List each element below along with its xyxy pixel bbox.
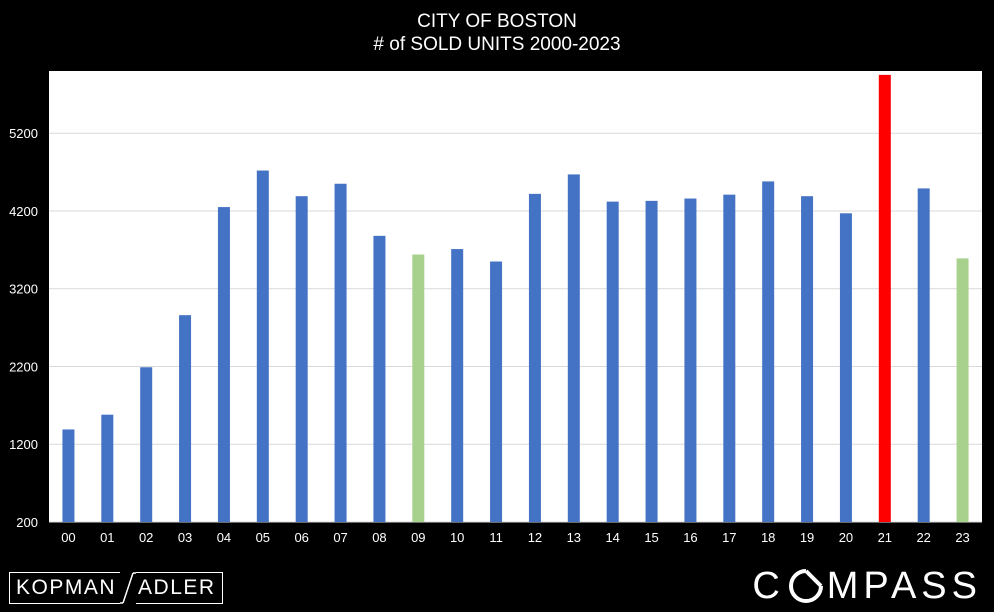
x-tick-label: 02 <box>139 530 153 545</box>
chart-title: CITY OF BOSTON <box>417 11 577 32</box>
x-tick-label: 03 <box>178 530 192 545</box>
x-tick-label: 14 <box>605 530 619 545</box>
chart-subtitle: # of SOLD UNITS 2000-2023 <box>373 34 621 55</box>
bar <box>101 414 114 522</box>
bar <box>451 249 464 522</box>
x-tick-label: 06 <box>294 530 308 545</box>
x-tick-label: 08 <box>372 530 386 545</box>
x-tick-label: 20 <box>839 530 853 545</box>
bar <box>878 74 891 522</box>
y-tick-label: 200 <box>16 515 38 530</box>
x-tick-label: 07 <box>333 530 347 545</box>
bar <box>256 170 269 522</box>
bar <box>412 254 425 522</box>
bar <box>723 194 736 522</box>
kopman-adler-logo: KOPMAN ADLER <box>9 572 223 604</box>
bar <box>179 315 192 522</box>
bar <box>684 198 697 522</box>
logo-text-compass-rest: MPASS <box>826 564 982 607</box>
bar <box>490 261 503 522</box>
bar <box>140 367 153 522</box>
logo-text-kopman: KOPMAN <box>9 572 121 604</box>
compass-logo: C MPASS <box>752 564 982 607</box>
x-tick-label: 23 <box>955 530 969 545</box>
x-tick-label: 05 <box>256 530 270 545</box>
bar <box>334 183 347 522</box>
y-tick-label: 2200 <box>9 359 38 374</box>
bar <box>528 193 541 522</box>
x-tick-label: 10 <box>450 530 464 545</box>
y-tick-label: 1200 <box>9 437 38 452</box>
x-tick-label: 22 <box>916 530 930 545</box>
bar <box>62 429 75 522</box>
logo-text-adler: ADLER <box>136 572 223 604</box>
plot-area <box>49 71 982 522</box>
bar <box>567 174 580 523</box>
x-tick-label: 09 <box>411 530 425 545</box>
x-tick-label: 17 <box>722 530 736 545</box>
chart-title-block: CITY OF BOSTON # of SOLD UNITS 2000-2023 <box>0 10 994 56</box>
x-tick-label: 13 <box>567 530 581 545</box>
x-tick-label: 01 <box>100 530 114 545</box>
logo-text-compass-c: C <box>752 564 785 607</box>
y-tick-label: 3200 <box>9 282 38 297</box>
x-tick-label: 11 <box>489 530 503 545</box>
y-tick-label: 4200 <box>9 204 38 219</box>
bar <box>762 181 775 522</box>
compass-o-icon <box>788 568 824 603</box>
x-tick-label: 04 <box>217 530 231 545</box>
bar <box>373 235 386 523</box>
y-tick-label: 5200 <box>9 126 38 141</box>
bar <box>295 196 308 522</box>
bar <box>917 188 930 522</box>
bar <box>839 213 852 522</box>
bar <box>645 200 658 522</box>
bar <box>217 207 230 523</box>
x-tick-label: 15 <box>644 530 658 545</box>
x-tick-label: 00 <box>61 530 75 545</box>
bar <box>956 258 969 522</box>
x-tick-label: 16 <box>683 530 697 545</box>
x-tick-label: 18 <box>761 530 775 545</box>
x-tick-label: 21 <box>878 530 892 545</box>
bar <box>801 196 814 522</box>
logo-slash-icon <box>120 572 137 604</box>
x-tick-label: 19 <box>800 530 814 545</box>
bar <box>606 201 619 523</box>
x-tick-label: 12 <box>528 530 542 545</box>
